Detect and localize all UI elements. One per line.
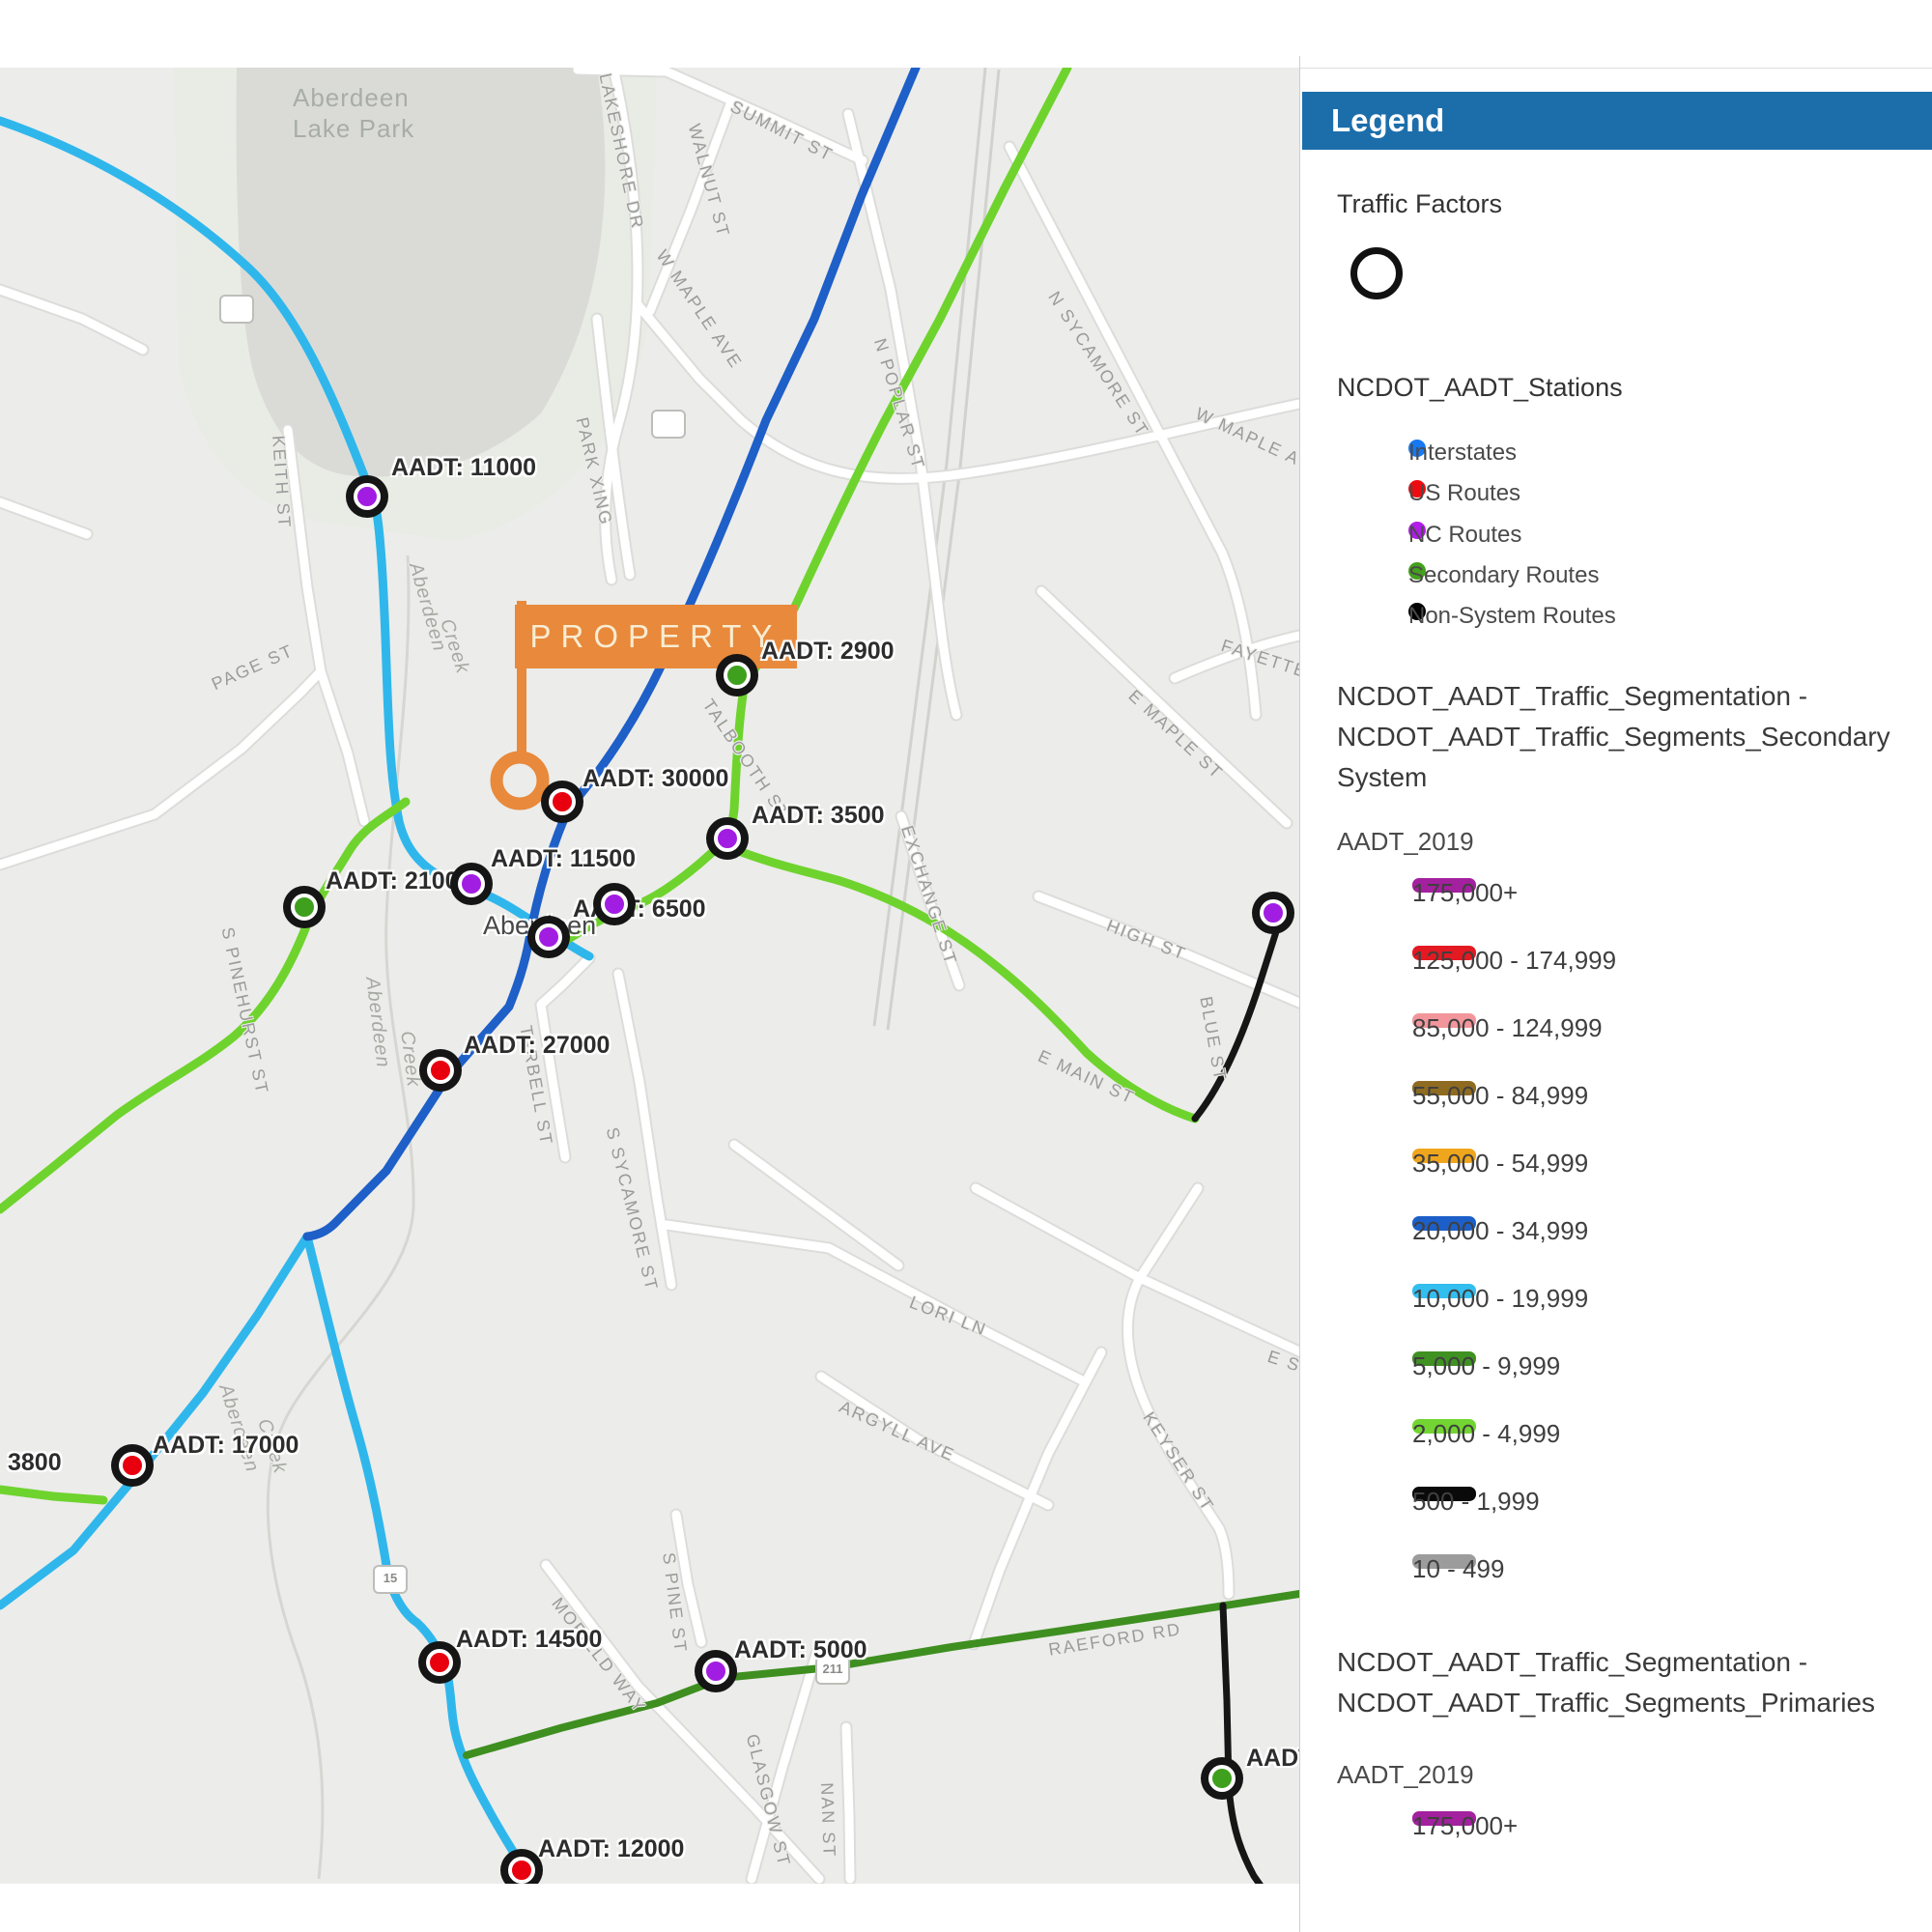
road-green-west-stub: [0, 1485, 108, 1505]
station-dot-us[interactable]: [549, 788, 576, 815]
station-dot-secondary[interactable]: [1208, 1765, 1236, 1792]
road-cyan-southwest: [0, 1232, 312, 1610]
legend-top-divider: [1300, 68, 1932, 69]
map-canvas[interactable]: SUMMIT ST WALNUT ST W MAPLE AVE LAKESHOR…: [0, 68, 1299, 1884]
station-dot-us[interactable]: [427, 1057, 454, 1084]
ramp-swatch: [1412, 878, 1476, 893]
legend-section-stations: NCDOT_AADT_Stations: [1337, 373, 1623, 402]
aadt-label: AADT: 5000: [734, 1636, 867, 1663]
road-green-northeast: [718, 68, 1072, 847]
property-marker-ring: [490, 751, 550, 810]
legend-panel: Legend Traffic Factors NCDOT_AADT_Statio…: [1299, 56, 1932, 1932]
route-shield: 211: [815, 1656, 850, 1685]
ramp-swatch: [1412, 1284, 1476, 1298]
station-dot-nc[interactable]: [458, 870, 485, 897]
map-layers: [0, 68, 1299, 1884]
aadt-label: AADT: 2900: [761, 638, 895, 665]
ramp-swatch: [1412, 946, 1476, 960]
us-routes-dot-icon: [1408, 480, 1426, 497]
aadt-label: AADT: 12000: [538, 1835, 685, 1862]
legend-section-seg-primary: NCDOT_AADT_Traffic_Segmentation -: [1337, 1647, 1808, 1677]
secondary-routes-dot-icon: [1408, 562, 1426, 580]
station-dot-nc[interactable]: [1260, 899, 1287, 926]
legend-section-seg-secondary: NCDOT_AADT_Traffic_Segments_Secondary: [1337, 722, 1890, 752]
ramp-swatch: [1412, 1216, 1476, 1231]
road-black-bluest: [1191, 899, 1289, 1122]
road-cyan-north: [0, 116, 594, 961]
ramp-swatch: [1412, 1351, 1476, 1366]
ramp-swatch: [1412, 1419, 1476, 1434]
interstates-dot-icon: [1408, 440, 1426, 457]
ramp-swatch: [1412, 1081, 1476, 1095]
ramp-swatch: [1412, 1149, 1476, 1163]
aadt-label: AADT: 11000: [391, 454, 537, 481]
legend-section-seg-secondary: NCDOT_AADT_Traffic_Segmentation -: [1337, 681, 1808, 711]
legend-section-seg-secondary: System: [1337, 762, 1428, 792]
legend-field-aadt-2019: AADT_2019: [1337, 827, 1474, 856]
aadt-label: AADT: 30000: [582, 765, 729, 792]
street-label: NAN ST: [817, 1782, 839, 1859]
creek-line: [266, 554, 415, 1880]
station-dot-us[interactable]: [119, 1452, 146, 1479]
aadt-label: AADT: 11500: [491, 845, 637, 872]
legend-section-traffic-factors: Traffic Factors: [1337, 189, 1503, 218]
legend-section-seg-primary: NCDOT_AADT_Traffic_Segments_Primaries: [1337, 1688, 1876, 1718]
non-system-routes-dot-icon: [1408, 603, 1426, 620]
route-shield: [651, 410, 686, 439]
ramp-swatch: [1412, 1811, 1476, 1826]
station-dot-nc[interactable]: [714, 825, 741, 852]
station-dot-nc[interactable]: [601, 891, 628, 918]
road-green-emain: [726, 843, 1200, 1123]
ramp-swatch: [1412, 1013, 1476, 1028]
aadt-label: AADT: 3500: [752, 802, 885, 829]
legend-header[interactable]: Legend: [1302, 92, 1932, 150]
station-dot-us[interactable]: [508, 1857, 535, 1884]
station-dot-nc[interactable]: [702, 1658, 729, 1685]
ramp-swatch: [1412, 1487, 1476, 1501]
station-dot-us[interactable]: [426, 1649, 453, 1676]
property-marker-banner: PROPERTY: [515, 605, 797, 668]
aadt-label: AADT: 6500: [573, 895, 706, 923]
aadt-label: AADT: 14500: [456, 1626, 603, 1653]
station-dot-secondary[interactable]: [724, 662, 751, 689]
road-green-southwest: [0, 797, 411, 1214]
station-dot-secondary[interactable]: [291, 894, 318, 921]
aadt-label: AADT:: [1246, 1745, 1299, 1772]
road-cyan-south: [302, 1232, 538, 1884]
aadt-label: 3800: [8, 1449, 62, 1476]
traffic-factor-ring-icon: [1350, 247, 1403, 299]
aadt-label: AADT: 17000: [153, 1432, 299, 1459]
station-dot-nc[interactable]: [535, 923, 562, 951]
aadt-label: AADT: 2100: [326, 867, 459, 895]
station-dot-nc[interactable]: [354, 483, 381, 510]
park-label: Aberdeen Lake Park: [293, 83, 415, 143]
route-shield: 15: [373, 1565, 408, 1594]
nc-routes-dot-icon: [1408, 522, 1426, 539]
legend-title: Legend: [1331, 102, 1445, 138]
ramp-swatch: [1412, 1554, 1476, 1569]
lake-polygon: [236, 68, 606, 477]
route-shield: [219, 295, 254, 324]
aadt-label: AADT: 27000: [464, 1032, 611, 1059]
legend-field-aadt-2019: AADT_2019: [1337, 1760, 1474, 1789]
